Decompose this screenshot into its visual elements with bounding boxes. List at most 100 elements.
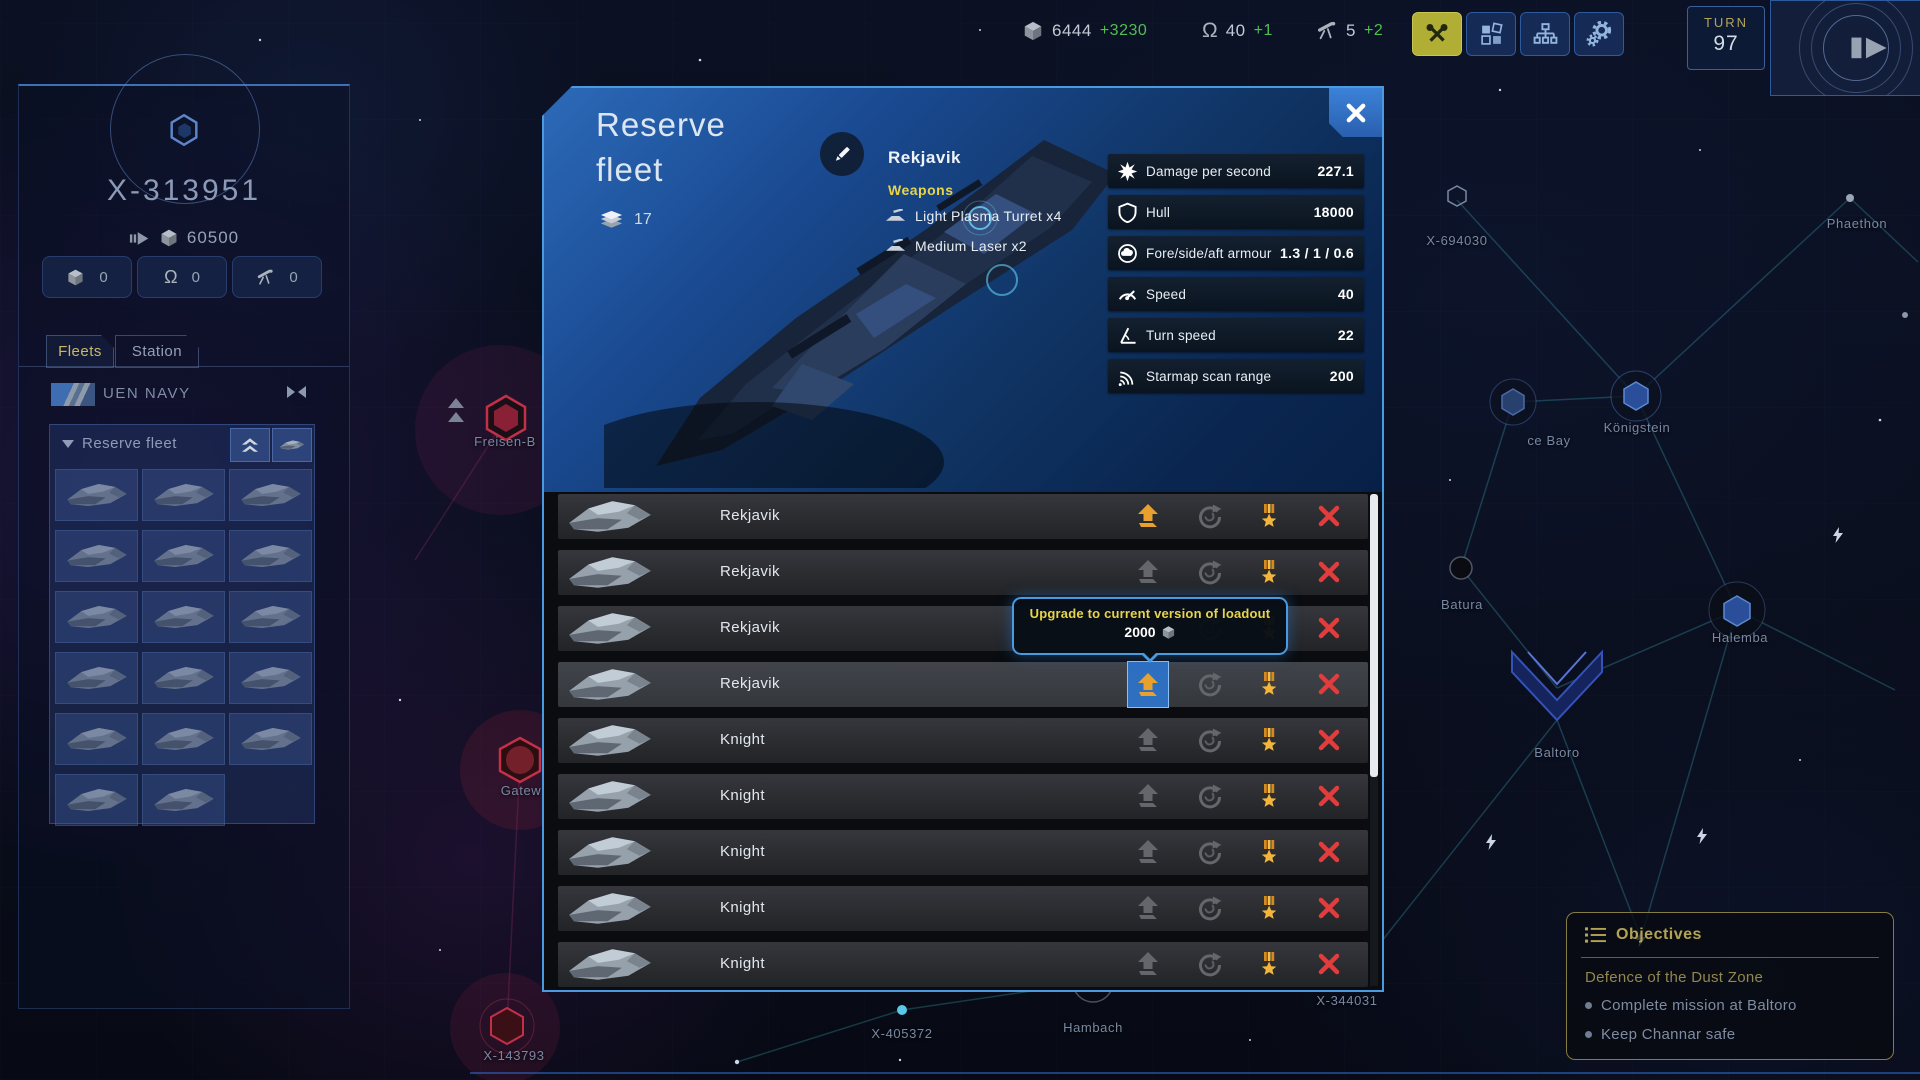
fleet-ship-thumb[interactable] [142,713,225,765]
merge-fleet-button[interactable] [230,428,270,462]
fleet-ship-thumb[interactable] [229,469,312,521]
delete-button[interactable] [1316,503,1342,529]
fleet-ship-thumb[interactable] [229,713,312,765]
refit-button[interactable] [1196,783,1222,809]
medal-button[interactable] [1256,727,1282,753]
upgrade-button-highlight[interactable] [1127,661,1169,708]
refit-button[interactable] [1196,559,1222,585]
map-label-halemba[interactable]: Halemba [1711,630,1769,645]
upgrade-button[interactable] [1135,672,1161,698]
fleet-action-button[interactable] [272,428,312,462]
fleet-ship-thumb[interactable] [142,530,225,582]
map-label-x405372[interactable]: X-405372 [871,1026,933,1041]
node-baltoro-emblem [1511,649,1603,722]
tab-fleets[interactable]: Fleets [46,335,114,368]
upgrade-button[interactable] [1135,783,1161,809]
objective-text: Keep Channar safe [1601,1026,1736,1043]
ship-row[interactable]: Knight [558,774,1368,819]
delete-button[interactable] [1316,783,1342,809]
delete-button[interactable] [1316,839,1342,865]
medal-button[interactable] [1256,783,1282,809]
fleet-ship-thumb[interactable] [55,530,138,582]
ship-row[interactable]: Rekjavik [558,550,1368,595]
delete-button[interactable] [1316,895,1342,921]
ship-name: Rekjavik [720,675,780,692]
delete-button[interactable] [1316,615,1342,641]
upgrade-button[interactable] [1135,895,1161,921]
map-label-baltoro[interactable]: Baltoro [1534,745,1580,760]
omega-delta: +1 [1253,21,1273,39]
ship-row[interactable]: Knight [558,718,1368,763]
collapse-panel-icon[interactable] [287,386,306,398]
stored-resources-row: 60500 [19,228,349,248]
scrollbar-thumb[interactable] [1370,494,1378,777]
refit-button[interactable] [1196,503,1222,529]
fleet-ship-thumb[interactable] [229,530,312,582]
scan-telescope-icon [1316,20,1338,42]
fleet-ship-thumb[interactable] [142,652,225,704]
ship-row[interactable]: Knight [558,942,1368,987]
scrollbar-track[interactable] [1370,494,1378,986]
delete-button[interactable] [1316,671,1342,697]
map-label-koenigstein[interactable]: Königstein [1603,420,1671,435]
upgrade-button[interactable] [1135,951,1161,977]
medal-button[interactable] [1256,503,1282,529]
refit-button[interactable] [1196,895,1222,921]
rename-fleet-button[interactable] [820,132,864,176]
map-label-hambach[interactable]: Hambach [1063,1020,1123,1035]
upgrade-button[interactable] [1135,839,1161,865]
weapon-name: Light Plasma Turret x4 [915,208,1062,224]
ship-row[interactable]: Knight [558,886,1368,931]
tab-station[interactable]: Station [115,335,199,368]
ship-row[interactable]: Rekjavik [558,494,1368,539]
ship-name: Rekjavik [720,619,780,636]
map-label-x344031[interactable]: X-344031 [1316,993,1378,1008]
fleet-ship-thumb[interactable] [55,774,138,826]
medal-button[interactable] [1256,671,1282,697]
close-button[interactable] [1329,88,1382,137]
end-turn-button[interactable]: ▮▶ [1770,0,1920,96]
fleet-ship-thumb[interactable] [55,591,138,643]
refit-button[interactable] [1196,839,1222,865]
medal-button[interactable] [1256,951,1282,977]
fleet-ship-thumb[interactable] [142,591,225,643]
dialog-title: Reserve fleet [596,106,726,188]
fleet-group-header[interactable]: Reserve fleet [50,425,314,463]
upgrade-button[interactable] [1135,559,1161,585]
fleet-ship-thumb[interactable] [55,652,138,704]
medal-button[interactable] [1256,839,1282,865]
ship-row-hovered[interactable]: Rekjavik [558,661,1368,708]
delete-button[interactable] [1316,727,1342,753]
hierarchy-button[interactable] [1520,12,1570,56]
map-label-cebay[interactable]: ce Bay [1527,433,1571,448]
refit-button[interactable] [1196,727,1222,753]
medal-button[interactable] [1256,895,1282,921]
fleet-ship-thumb[interactable] [55,469,138,521]
medal-button[interactable] [1256,559,1282,585]
map-label-batura[interactable]: Batura [1441,597,1483,612]
delete-button[interactable] [1316,951,1342,977]
fleet-ship-thumb[interactable] [142,469,225,521]
fleet-ship-thumb[interactable] [229,652,312,704]
delete-button[interactable] [1316,559,1342,585]
weapon-name: Medium Laser x2 [915,238,1027,254]
map-label-phaethon[interactable]: Phaethon [1826,216,1888,231]
objectives-header[interactable]: Objectives [1585,926,1702,944]
settings-button[interactable] [1574,12,1624,56]
objectives-title: Objectives [1616,926,1702,943]
upgrade-button[interactable] [1135,727,1161,753]
construction-button[interactable] [1466,12,1516,56]
map-label-x694030[interactable]: X-694030 [1426,233,1488,248]
fleet-ship-thumb[interactable] [229,591,312,643]
map-label-x143793[interactable]: X-143793 [483,1048,545,1063]
stat-value: 227.1 [1317,163,1354,179]
fleet-ship-thumb[interactable] [142,774,225,826]
military-button[interactable] [1412,12,1462,56]
refit-button[interactable] [1196,951,1222,977]
map-label-gateway[interactable]: Gatew [500,783,542,798]
upgrade-button[interactable] [1135,503,1161,529]
ship-row[interactable]: Knight [558,830,1368,875]
map-label-freisen[interactable]: Freisen-B [474,434,536,449]
refit-button[interactable] [1196,671,1222,697]
fleet-ship-thumb[interactable] [55,713,138,765]
